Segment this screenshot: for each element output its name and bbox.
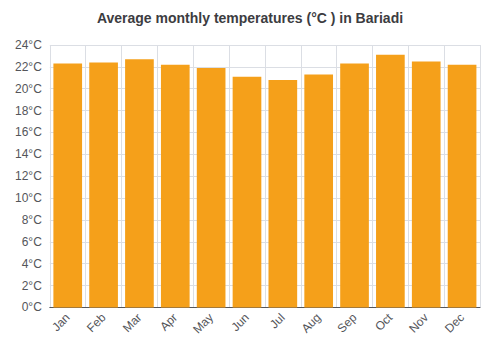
svg-text:0°C: 0°C <box>22 300 42 314</box>
svg-text:Apr: Apr <box>157 311 180 334</box>
svg-text:16°C: 16°C <box>15 125 42 139</box>
svg-text:May: May <box>190 311 216 337</box>
svg-text:2°C: 2°C <box>22 279 42 293</box>
svg-text:24°C: 24°C <box>15 38 42 52</box>
svg-text:Aug: Aug <box>299 311 324 336</box>
svg-text:Nov: Nov <box>406 311 431 336</box>
svg-text:Average monthly temperatures (: Average monthly temperatures (°C ) in Ba… <box>97 10 403 26</box>
svg-text:10°C: 10°C <box>15 191 42 205</box>
svg-text:Dec: Dec <box>442 311 467 336</box>
svg-text:Jan: Jan <box>49 311 73 335</box>
svg-text:Oct: Oct <box>372 310 396 334</box>
svg-text:8°C: 8°C <box>22 213 42 227</box>
svg-text:6°C: 6°C <box>22 235 42 249</box>
svg-text:22°C: 22°C <box>15 60 42 74</box>
svg-text:4°C: 4°C <box>22 257 42 271</box>
svg-text:20°C: 20°C <box>15 82 42 96</box>
svg-text:Jun: Jun <box>228 311 252 335</box>
svg-text:Mar: Mar <box>120 311 145 335</box>
svg-text:Sep: Sep <box>334 310 359 335</box>
svg-text:14°C: 14°C <box>15 147 42 161</box>
svg-text:Feb: Feb <box>84 310 109 335</box>
svg-text:Jul: Jul <box>267 311 288 332</box>
svg-text:18°C: 18°C <box>15 104 42 118</box>
svg-text:12°C: 12°C <box>15 169 42 183</box>
